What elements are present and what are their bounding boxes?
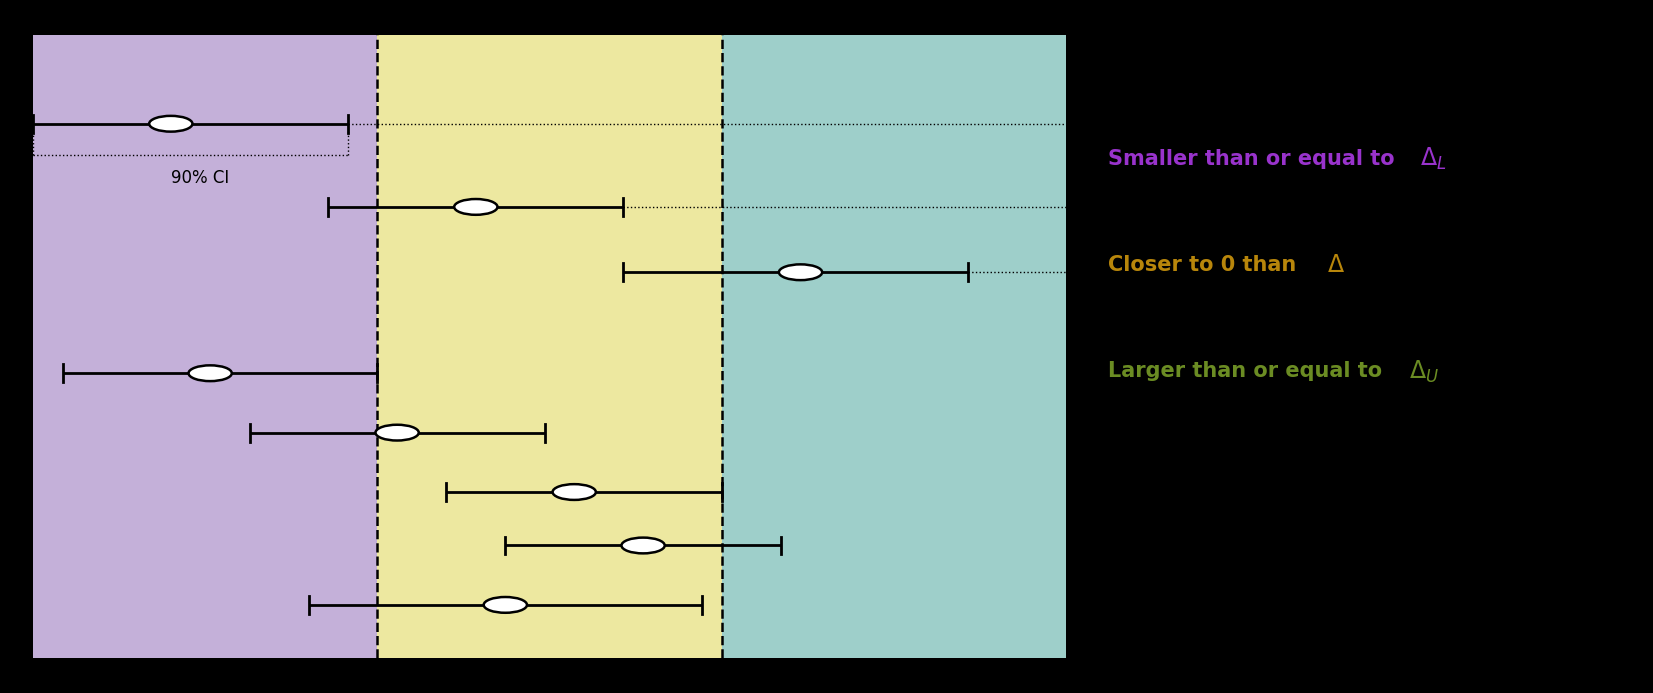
Text: $\mathit{\Delta}_L$: $\mathit{\Delta}_L$ [1420,146,1446,173]
Text: Closer to 0 than: Closer to 0 than [1108,256,1303,275]
Text: $\mathit{\Delta}$: $\mathit{\Delta}$ [1327,254,1346,277]
Bar [377,35,722,658]
Ellipse shape [149,116,192,132]
Bar [33,35,377,658]
Ellipse shape [484,597,527,613]
Ellipse shape [622,538,665,554]
Ellipse shape [455,199,498,215]
Ellipse shape [188,365,231,381]
Text: 90% CI: 90% CI [172,170,230,188]
Ellipse shape [375,425,418,441]
Text: Larger than or equal to: Larger than or equal to [1108,362,1389,381]
Bar [722,35,1066,658]
Ellipse shape [552,484,595,500]
Ellipse shape [779,264,822,280]
Text: Smaller than or equal to: Smaller than or equal to [1108,150,1402,169]
Text: $\mathit{\Delta}_U$: $\mathit{\Delta}_U$ [1408,358,1438,385]
